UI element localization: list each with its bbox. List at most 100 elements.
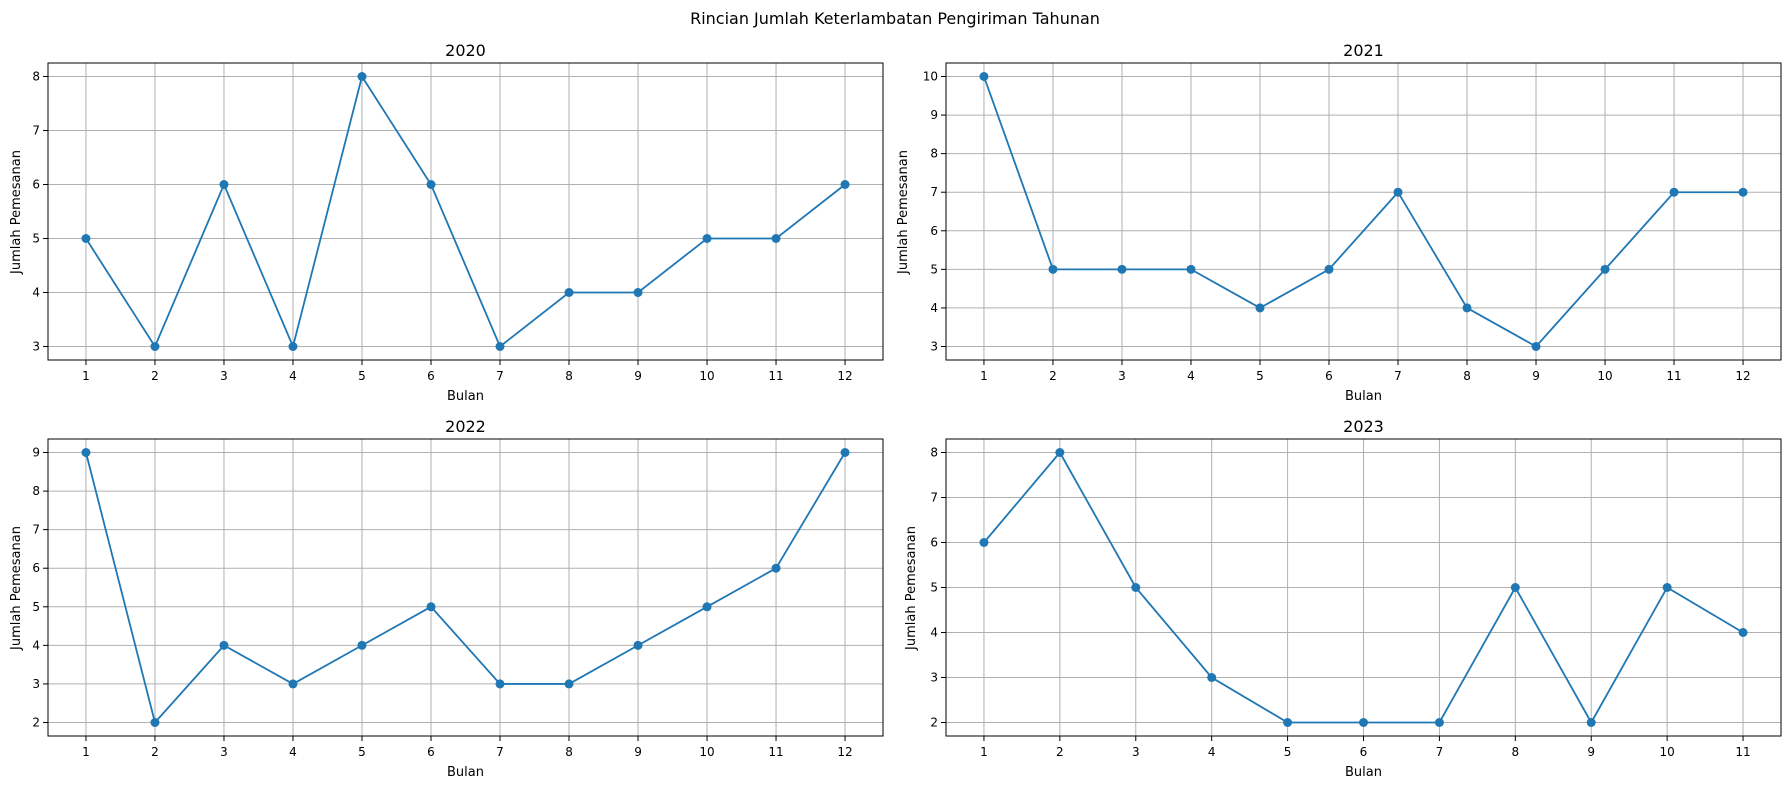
data-point: [495, 342, 505, 351]
x-tick-label: 1: [82, 369, 90, 383]
subplot-title: 2021: [1343, 41, 1384, 60]
axes-frame: [47, 62, 884, 361]
y-tick-label: 6: [930, 224, 938, 238]
x-tick-label: 3: [220, 745, 228, 759]
y-tick-label: 4: [32, 286, 40, 300]
axes-frame: [945, 438, 1782, 737]
y-tick-label: 6: [32, 561, 40, 575]
x-tick-label: 7: [496, 745, 504, 759]
data-point: [1359, 718, 1368, 727]
y-tick-label: 2: [32, 716, 40, 730]
data-point: [633, 640, 643, 650]
data-point: [81, 448, 91, 457]
data-point: [979, 538, 989, 547]
x-tick-label: 10: [1659, 745, 1674, 759]
data-point: [702, 234, 712, 243]
series-line: [85, 452, 846, 725]
subplot-2022: 2022 Bulan Jumlah Pemesanan 1 2 3 4 5 6 7 8 9 10 1…: [9, 417, 884, 780]
y-tick-label: 5: [930, 262, 938, 276]
data-point: [288, 679, 298, 689]
data-point: [1255, 303, 1265, 313]
axes-frame: [945, 62, 1782, 361]
data-point: [1586, 718, 1596, 727]
data-point: [1055, 448, 1065, 457]
y-tick-label: 5: [930, 581, 938, 595]
y-tick-label: 7: [930, 185, 938, 199]
x-tick-label: 9: [1587, 745, 1595, 759]
y-tick-label: 6: [930, 536, 938, 550]
x-tick-label: 5: [358, 745, 366, 759]
y-tick-label: 3: [32, 677, 40, 691]
subplot-2020: 2020 Bulan Jumlah Pemesanan 1 2 3 4 5 6 7 8 9 10 1…: [9, 41, 884, 404]
x-tick-label: 5: [1256, 369, 1264, 383]
y-tick-label: 7: [930, 491, 938, 505]
x-tick-label: 5: [1284, 745, 1292, 759]
data-point: [1669, 187, 1679, 197]
x-tick-label: 8: [1463, 369, 1471, 383]
y-tick-label: 8: [930, 147, 938, 161]
data-point: [564, 679, 574, 689]
data-point: [1662, 583, 1672, 592]
data-point: [357, 640, 367, 650]
data-point: [771, 234, 781, 243]
data-point: [840, 180, 850, 189]
x-axis-label: Bulan: [1345, 389, 1382, 404]
x-tick-label: 7: [496, 369, 504, 383]
y-axis-label: Jumlah Pemesanan: [896, 150, 911, 275]
x-tick-label: 1: [82, 745, 90, 759]
x-tick-label: 2: [151, 369, 159, 383]
x-tick-label: 6: [1325, 369, 1333, 383]
axes-frame: [47, 438, 884, 737]
data-point: [1738, 187, 1748, 197]
x-tick-label: 4: [1187, 369, 1195, 383]
x-tick-label: 1: [980, 745, 988, 759]
data-point: [81, 234, 91, 243]
data-point: [1117, 264, 1127, 274]
data-point: [771, 563, 781, 573]
x-tick-label: 4: [289, 369, 297, 383]
data-point: [633, 288, 643, 297]
y-tick-label: 9: [930, 108, 938, 122]
data-point: [1738, 628, 1748, 637]
data-point: [150, 342, 160, 351]
x-tick-label: 11: [768, 369, 783, 383]
x-tick-label: 2: [1056, 745, 1064, 759]
y-tick-label: 10: [923, 70, 938, 84]
data-point: [1462, 303, 1472, 313]
x-tick-label: 7: [1394, 369, 1402, 383]
x-axis-label: Bulan: [447, 765, 484, 780]
data-point: [1186, 264, 1196, 274]
y-tick-label: 4: [930, 301, 938, 315]
data-point: [1531, 342, 1541, 351]
data-point: [219, 180, 229, 189]
x-tick-label: 9: [634, 369, 642, 383]
y-tick-label: 5: [32, 232, 40, 246]
y-tick-label: 6: [32, 178, 40, 192]
x-tick-label: 11: [768, 745, 783, 759]
data-point: [1600, 264, 1610, 274]
x-axis-label: Bulan: [447, 389, 484, 404]
y-tick-label: 8: [32, 484, 40, 498]
x-tick-label: 8: [565, 745, 573, 759]
data-point: [1207, 673, 1217, 682]
x-tick-label: 9: [1532, 369, 1540, 383]
y-tick-label: 4: [32, 638, 40, 652]
x-tick-label: 10: [699, 369, 714, 383]
y-tick-label: 3: [32, 340, 40, 354]
x-tick-label: 10: [699, 745, 714, 759]
data-point: [288, 342, 298, 351]
x-tick-label: 10: [1597, 369, 1612, 383]
x-tick-label: 4: [289, 745, 297, 759]
data-point: [1510, 583, 1520, 592]
y-tick-label: 5: [32, 600, 40, 614]
data-point: [1324, 264, 1334, 274]
x-tick-label: 12: [1735, 369, 1750, 383]
x-tick-label: 8: [565, 369, 573, 383]
x-tick-label: 5: [358, 369, 366, 383]
y-axis-label: Jumlah Pemesanan: [9, 150, 24, 275]
x-tick-label: 1: [980, 369, 988, 383]
subplot-title: 2023: [1343, 417, 1384, 436]
x-tick-label: 11: [1735, 745, 1750, 759]
data-point: [840, 448, 850, 457]
data-point: [1434, 718, 1444, 727]
